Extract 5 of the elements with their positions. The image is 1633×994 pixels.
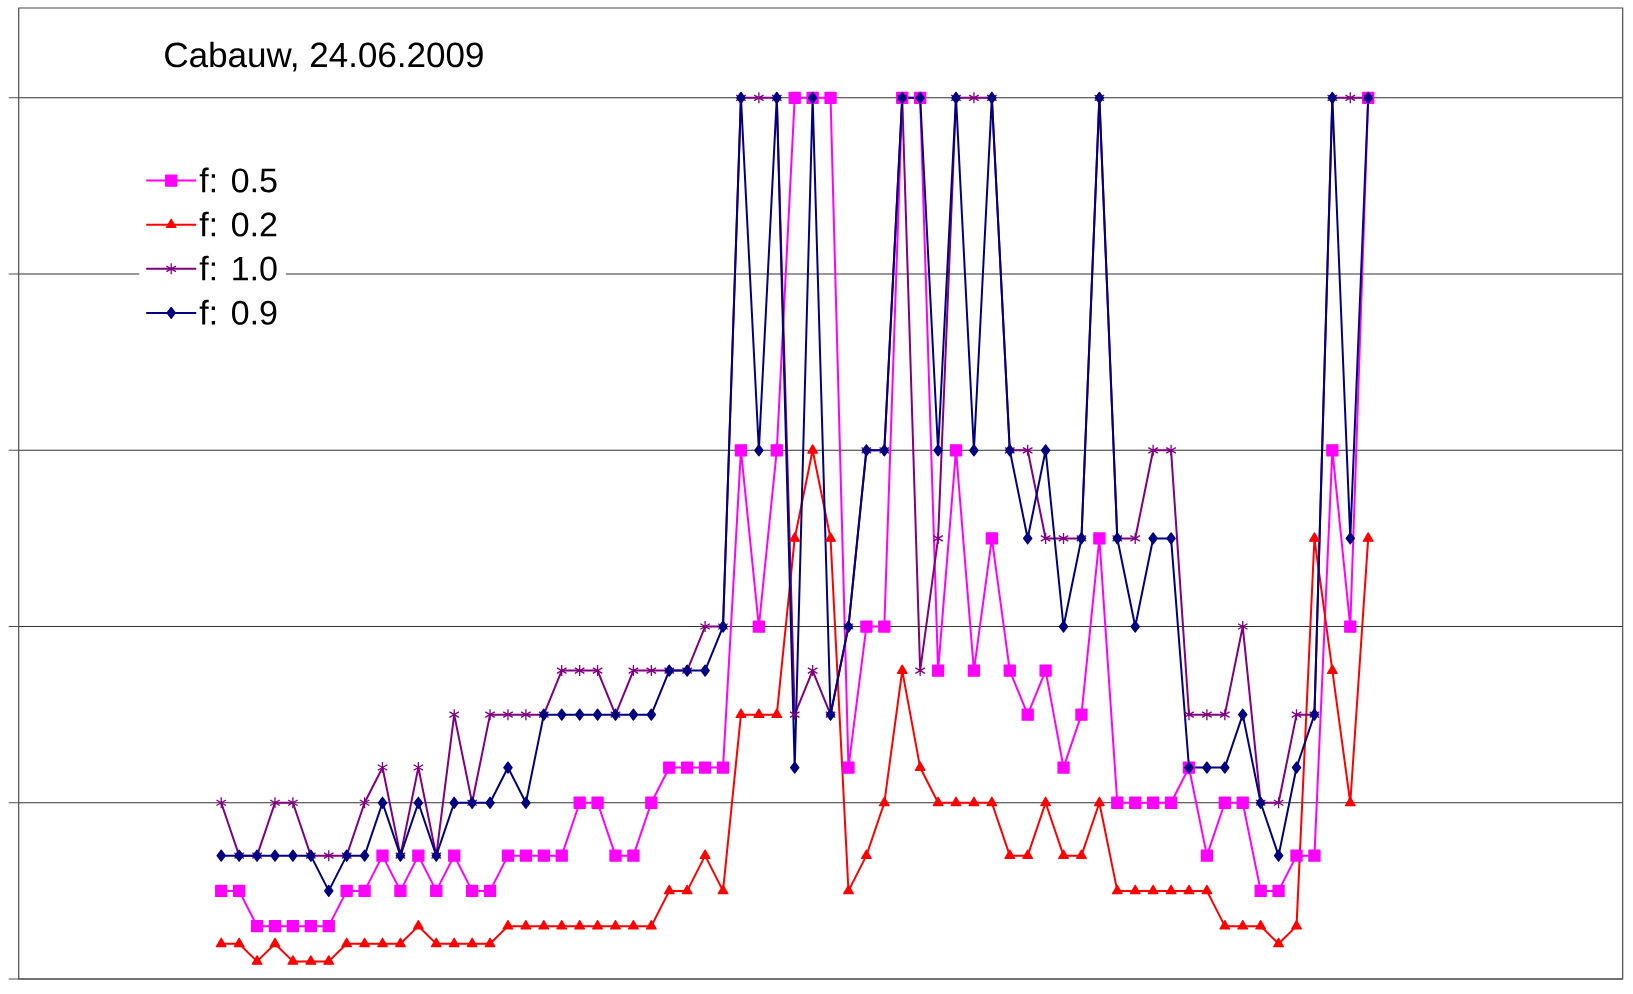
legend-label: f: 0.5 [199, 167, 277, 193]
legend-label: f: 0.9 [199, 299, 277, 325]
legend-label: f: 1.0 [199, 255, 277, 281]
legend-label: f: 0.2 [199, 211, 277, 237]
chart-title: Cabauw, 24.06.2009 [165, 41, 483, 72]
